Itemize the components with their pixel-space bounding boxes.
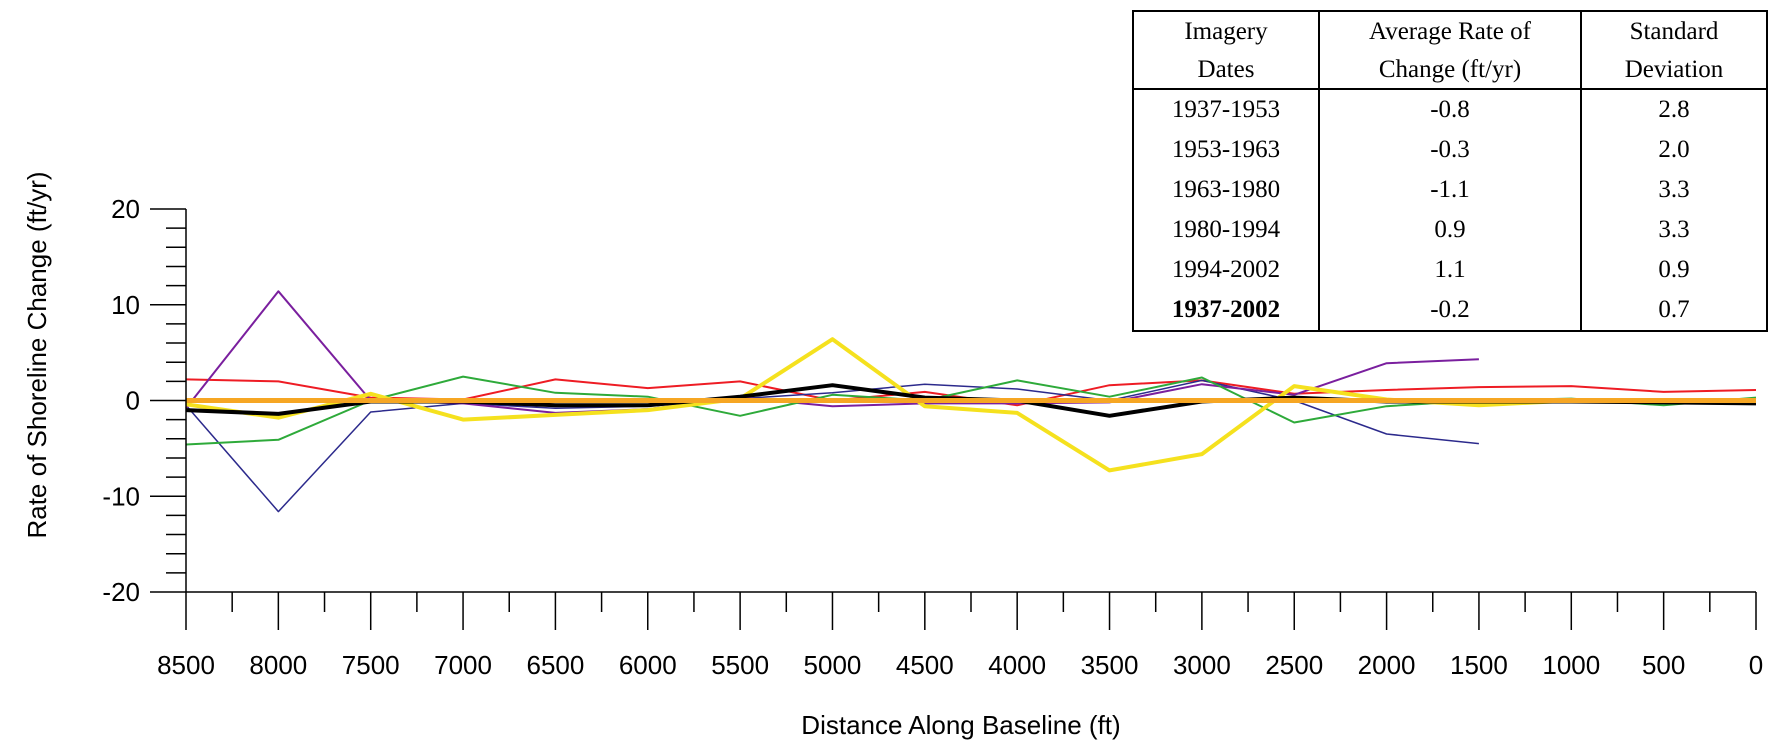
axes <box>150 208 1757 630</box>
cell-average: -1.1 <box>1318 170 1582 210</box>
cell-stddev: 0.9 <box>1580 250 1768 290</box>
x-tick-label: 3500 <box>1081 650 1139 680</box>
y-tick-label: 10 <box>111 290 140 320</box>
x-tick-label: 4000 <box>988 650 1046 680</box>
rate-summary-table: Imagery Average Rate of Standard Dates C… <box>1132 10 1768 332</box>
x-tick-label: 8500 <box>157 650 215 680</box>
x-tick-label: 8000 <box>249 650 307 680</box>
header-change-units: Change (ft/yr) <box>1318 52 1582 90</box>
cell-stddev: 3.3 <box>1580 170 1768 210</box>
y-tick-label: -10 <box>102 481 140 511</box>
table-row: 1980-1994 0.9 3.3 <box>1132 210 1768 250</box>
cell-average: 1.1 <box>1318 250 1582 290</box>
cell-dates: 1937-1953 <box>1132 89 1320 130</box>
x-tick-label: 500 <box>1642 650 1685 680</box>
y-axis-label: Rate of Shoreline Change (ft/yr) <box>22 171 52 538</box>
y-tick-label: 0 <box>126 386 140 416</box>
x-tick-label: 2500 <box>1265 650 1323 680</box>
x-tick-label: 7000 <box>434 650 492 680</box>
table-row-total: 1937-2002 -0.2 0.7 <box>1132 290 1768 332</box>
cell-dates: 1937-2002 <box>1132 290 1320 332</box>
table-row: 1994-2002 1.1 0.9 <box>1132 250 1768 290</box>
x-tick-label: 5000 <box>804 650 862 680</box>
cell-stddev: 2.0 <box>1580 130 1768 170</box>
x-tick-label: 7500 <box>342 650 400 680</box>
series-group <box>185 290 1757 513</box>
table-header-row: Dates Change (ft/yr) Deviation <box>1132 52 1768 90</box>
x-tick-label: 0 <box>1749 650 1763 680</box>
x-axis-label: Distance Along Baseline (ft) <box>801 710 1120 740</box>
header-average-rate: Average Rate of <box>1318 10 1582 52</box>
cell-average: -0.2 <box>1318 290 1582 332</box>
x-tick-label: 6500 <box>526 650 584 680</box>
table-row: 1963-1980 -1.1 3.3 <box>1132 170 1768 210</box>
series-line-5 <box>185 337 1756 473</box>
x-tick-label: 5500 <box>711 650 769 680</box>
x-tick-label: 3000 <box>1173 650 1231 680</box>
y-tick-label: -20 <box>102 577 140 607</box>
cell-stddev: 2.8 <box>1580 89 1768 130</box>
cell-average: 0.9 <box>1318 210 1582 250</box>
header-deviation: Deviation <box>1580 52 1768 90</box>
cell-dates: 1953-1963 <box>1132 130 1320 170</box>
tick-labels: 20 10 0 -10 -20 8500 8000 7500 7000 6500 6000 5500 5… <box>102 194 1763 680</box>
cell-dates: 1980-1994 <box>1132 210 1320 250</box>
x-tick-label: 2000 <box>1358 650 1416 680</box>
y-tick-label: 20 <box>111 194 140 224</box>
table-header-row: Imagery Average Rate of Standard <box>1132 10 1768 52</box>
cell-dates: 1963-1980 <box>1132 170 1320 210</box>
header-dates: Dates <box>1132 52 1320 90</box>
x-tick-label: 6000 <box>619 650 677 680</box>
cell-stddev: 3.3 <box>1580 210 1768 250</box>
cell-average: -0.8 <box>1318 89 1582 130</box>
header-imagery: Imagery <box>1132 10 1320 52</box>
x-tick-label: 1000 <box>1542 650 1600 680</box>
series-line-2 <box>185 379 1479 513</box>
x-tick-label: 4500 <box>896 650 954 680</box>
cell-dates: 1994-2002 <box>1132 250 1320 290</box>
table-row: 1953-1963 -0.3 2.0 <box>1132 130 1768 170</box>
x-tick-label: 1500 <box>1450 650 1508 680</box>
table-row: 1937-1953 -0.8 2.8 <box>1132 89 1768 130</box>
cell-average: -0.3 <box>1318 130 1582 170</box>
cell-stddev: 0.7 <box>1580 290 1768 332</box>
header-standard: Standard <box>1580 10 1768 52</box>
